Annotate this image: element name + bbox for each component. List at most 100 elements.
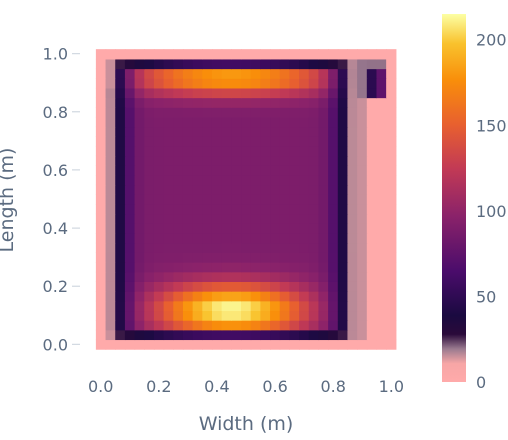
heatmap-cell [182,136,194,147]
heatmap-cell [115,252,126,263]
heatmap-cell [357,78,368,89]
heatmap-cell [173,165,184,176]
heatmap-cell [337,223,349,234]
heatmap-cell [144,203,155,215]
heatmap-cell [231,49,242,60]
heatmap-cell [202,223,213,234]
heatmap-cell [279,271,290,282]
heatmap-cell [386,291,397,302]
heatmap-cell [337,320,349,331]
heatmap-cell [95,78,107,89]
heatmap-cell [357,155,368,166]
heatmap-cell [328,194,339,205]
heatmap-cell [250,97,261,108]
heatmap-cell [221,155,232,166]
heatmap-cell [144,223,155,234]
heatmap-cell [337,97,349,108]
heatmap-cell [386,233,397,244]
heatmap-cell [153,126,165,137]
heatmap-cell [328,329,339,341]
x-axis-ticks: 0.0 0.2 0.4 0.6 0.8 1.0 [88,377,404,396]
heatmap-cell [241,329,252,341]
heatmap-cell [347,291,358,302]
heatmap-cell [182,281,194,292]
heatmap-cell [318,107,329,118]
heatmap-cell [270,203,281,215]
heatmap-cell [173,184,184,195]
heatmap-cell [134,58,145,70]
heatmap-cell [231,116,242,128]
heatmap-cell [250,213,261,224]
heatmap-cell [386,320,397,331]
heatmap-cell [328,184,339,195]
heatmap-cell [328,97,339,108]
heatmap-cell [221,145,232,157]
heatmap-cell [211,58,223,70]
heatmap-cell [386,194,397,205]
heatmap-cell [376,165,387,176]
heatmap-cell [376,174,387,186]
heatmap-cell [318,329,329,341]
heatmap-cell [153,252,165,263]
heatmap-cell [173,174,184,186]
heatmap-cell [386,78,397,89]
heatmap-cell [144,213,155,224]
heatmap-cell [202,87,213,99]
heatmap-cell [115,68,126,79]
heatmap-cell [250,87,261,99]
heatmap-cell [211,320,223,331]
heatmap-cell [366,165,378,176]
heatmap-cell [221,97,232,108]
heatmap-cell [337,87,349,99]
heatmap-cell [357,213,368,224]
heatmap-cell [144,184,155,195]
heatmap-cell [95,97,107,108]
heatmap-cell [105,136,116,147]
heatmap-cell [192,126,203,137]
heatmap-cell [270,213,281,224]
heatmap-cell [376,329,387,341]
heatmap-cell [95,145,107,157]
heatmap-cell [299,271,310,282]
heatmap-cell [153,58,165,70]
heatmap-cell [173,194,184,205]
heatmap-cell [318,136,329,147]
heatmap-cell [376,339,387,350]
heatmap-cell [289,271,300,282]
heatmap-cell [386,87,397,99]
heatmap-cell [357,49,368,60]
heatmap-cell [134,116,145,128]
heatmap-cell [260,339,271,350]
heatmap-cell [202,329,213,341]
heatmap-cell [328,145,339,157]
heatmap-cell [308,155,320,166]
heatmap-cell [318,291,329,302]
heatmap-cell [289,310,300,321]
heatmap-cell [105,97,116,108]
heatmap-cell [308,184,320,195]
heatmap-cell [95,320,107,331]
heatmap-cell [153,320,165,331]
heatmap-cell [318,145,329,157]
heatmap-cell [163,291,174,302]
heatmap-cell [279,223,290,234]
heatmap-cell [241,97,252,108]
heatmap-cell [202,116,213,128]
heatmap-cell [144,165,155,176]
heatmap-cell [347,223,358,234]
heatmap-cell [144,320,155,331]
heatmap-cell [289,58,300,70]
heatmap-cell [163,68,174,79]
heatmap-cell [318,165,329,176]
heatmap-cell [289,203,300,215]
heatmap-cell [260,78,271,89]
heatmap-cell [144,78,155,89]
heatmap-cell [270,87,281,99]
heatmap-cell [124,174,136,186]
heatmap-cell [115,174,126,186]
heatmap-cell [328,339,339,350]
heatmap-cell [163,58,174,70]
heatmap-cell [366,339,378,350]
heatmap-cell [289,78,300,89]
heatmap-cell [182,300,194,312]
